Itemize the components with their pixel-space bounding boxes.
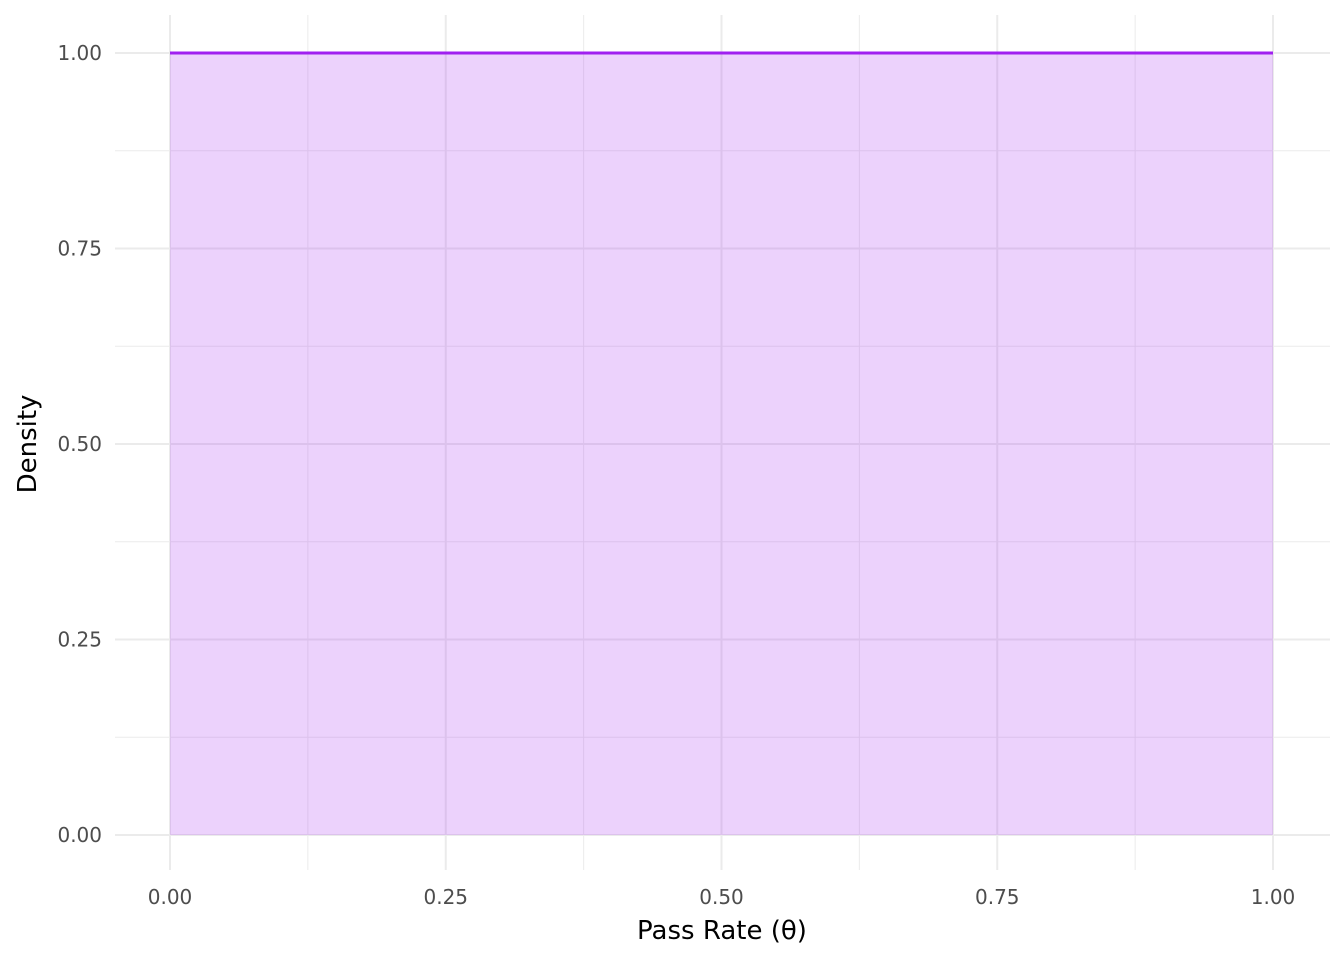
x-tick-label: 0.25: [423, 885, 468, 909]
y-tick-label: 0.75: [57, 237, 102, 261]
y-axis-title: Density: [13, 395, 43, 494]
y-axis-ticks: 0.00 0.25 0.50 0.75 1.00: [57, 41, 102, 847]
x-tick-label: 0.00: [148, 885, 193, 909]
x-tick-label: 0.75: [975, 885, 1020, 909]
y-tick-label: 0.00: [57, 823, 102, 847]
x-tick-label: 1.00: [1251, 885, 1296, 909]
x-axis-title: Pass Rate (θ): [637, 916, 807, 946]
y-tick-label: 1.00: [57, 41, 102, 65]
y-tick-label: 0.25: [57, 628, 102, 652]
x-tick-label: 0.50: [699, 885, 744, 909]
density-area: [170, 53, 1273, 835]
marks: [170, 51, 1273, 835]
x-axis-ticks: 0.00 0.25 0.50 0.75 1.00: [148, 885, 1296, 909]
y-tick-label: 0.50: [57, 432, 102, 456]
